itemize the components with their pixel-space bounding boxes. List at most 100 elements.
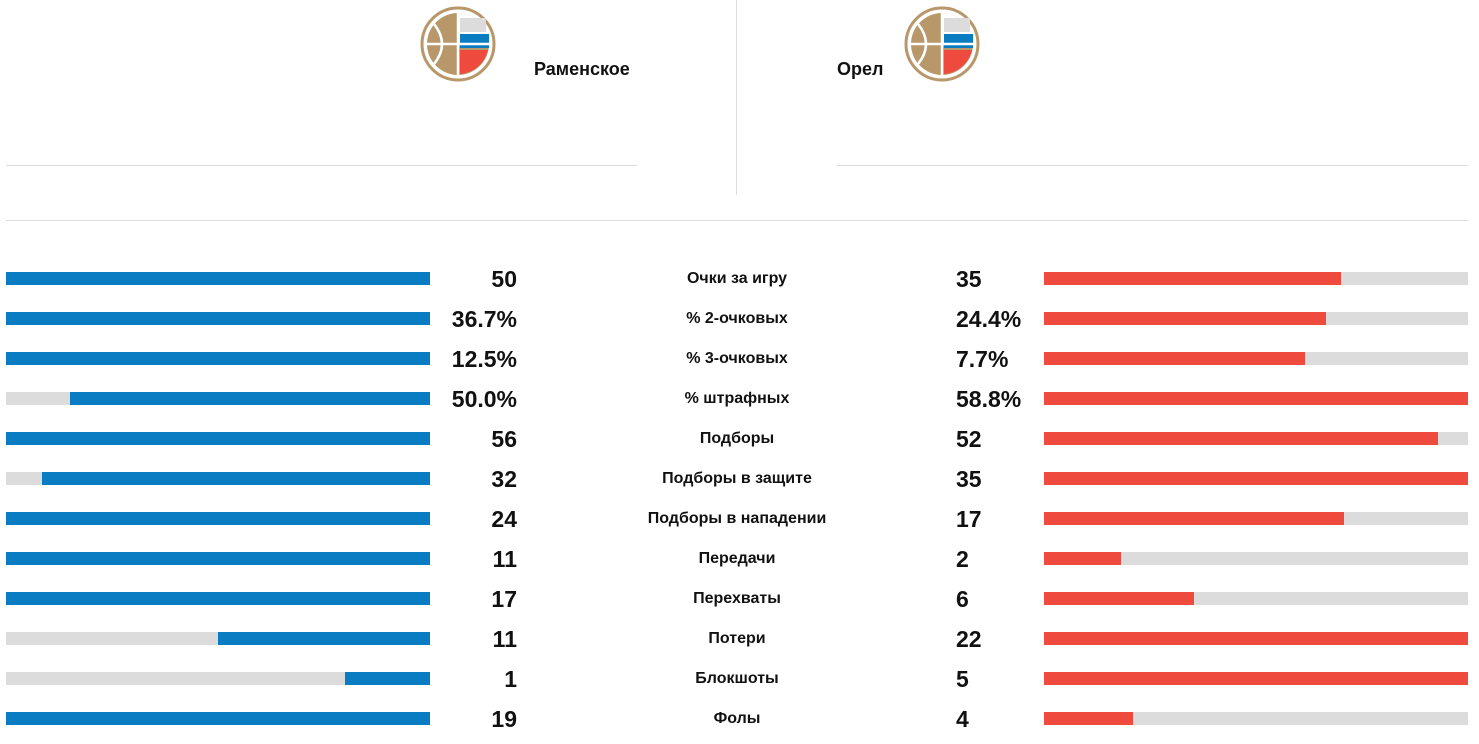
stat-row: 32 Подборы в защите 35: [0, 459, 1479, 499]
stat-label: Подборы: [699, 430, 775, 447]
home-stat-value: 50: [491, 266, 517, 292]
home-stat-bar: [6, 632, 430, 645]
away-stat-value: 35: [956, 466, 982, 492]
home-stat-bar-fill: [218, 632, 430, 645]
stat-row: 17 Перехваты 6: [0, 579, 1479, 619]
away-stat-bar-fill: [1044, 552, 1122, 565]
away-team[interactable]: Орел: [837, 0, 1468, 166]
stat-label: % 2-очковых: [686, 310, 788, 327]
stat-row: 56 Подборы 52: [0, 419, 1479, 459]
stat-row: 36.7% % 2-очковых 24.4%: [0, 299, 1479, 339]
home-stat-bar: [6, 432, 430, 445]
away-stat-bar-fill: [1044, 512, 1345, 525]
away-team-logo-icon: [904, 6, 980, 82]
stat-label: Блокшоты: [695, 670, 779, 687]
home-stat-bar: [6, 272, 430, 285]
home-stat-value: 19: [491, 706, 517, 732]
away-stat-value: 24.4%: [956, 306, 1022, 332]
away-stat-bar-fill: [1044, 632, 1468, 645]
away-stat-bar: [1044, 472, 1468, 485]
home-stat-bar-fill: [6, 512, 430, 525]
away-stat-bar: [1044, 592, 1468, 605]
away-stat-value: 17: [956, 506, 982, 532]
away-team-name: Орел: [837, 59, 884, 79]
home-stat-bar-fill: [42, 472, 430, 485]
away-stat-value: 52: [956, 426, 982, 452]
away-stat-bar-fill: [1044, 312, 1326, 325]
home-stat-bar: [6, 672, 430, 685]
home-stat-bar: [6, 352, 430, 365]
home-stat-value: 17: [491, 586, 517, 612]
away-stat-bar: [1044, 312, 1468, 325]
away-stat-bar: [1044, 712, 1468, 725]
away-stat-bar-fill: [1044, 672, 1468, 685]
home-stat-value: 24: [491, 506, 517, 532]
away-stat-value: 22: [956, 626, 982, 652]
stat-label: Передачи: [698, 550, 776, 567]
header-divider: [736, 0, 737, 195]
away-stat-value: 58.8%: [956, 386, 1022, 412]
home-team-logo-icon: [420, 6, 496, 82]
home-stat-bar: [6, 512, 430, 525]
stat-label: Перехваты: [693, 590, 781, 607]
stat-row: 11 Потери 22: [0, 619, 1479, 659]
stat-row: 50 Очки за игру 35: [0, 259, 1479, 299]
stat-row: 19 Фолы 4: [0, 699, 1479, 739]
home-stat-bar: [6, 312, 430, 325]
home-stat-value: 32: [491, 466, 517, 492]
stat-label: Подборы в защите: [662, 470, 812, 487]
away-stat-value: 7.7%: [956, 346, 1009, 372]
home-stat-bar-fill: [6, 432, 430, 445]
away-stat-value: 4: [956, 706, 969, 732]
home-stat-bar-fill: [345, 672, 430, 685]
stat-row: 24 Подборы в нападении 17: [0, 499, 1479, 539]
away-stat-bar: [1044, 392, 1468, 405]
home-stat-bar-fill: [6, 352, 430, 365]
stat-label: Подборы в нападении: [647, 510, 827, 527]
away-stat-value: 6: [956, 586, 969, 612]
stat-row: 11 Передачи 2: [0, 539, 1479, 579]
away-stat-bar: [1044, 272, 1468, 285]
home-stat-value: 56: [491, 426, 517, 452]
away-stat-value: 2: [956, 546, 969, 572]
stat-row: 12.5% % 3-очковых 7.7%: [0, 339, 1479, 379]
away-stat-bar-fill: [1044, 712, 1134, 725]
stat-label: Потери: [708, 630, 766, 647]
home-stat-value: 11: [492, 626, 517, 652]
away-stat-bar-fill: [1044, 432, 1438, 445]
home-stat-bar-fill: [6, 312, 430, 325]
match-header: Раменское Орел: [0, 0, 1479, 222]
away-stat-bar: [1044, 432, 1468, 445]
home-team[interactable]: Раменское: [6, 0, 637, 166]
home-stat-bar: [6, 712, 430, 725]
away-stat-bar: [1044, 552, 1468, 565]
away-stat-value: 35: [956, 266, 982, 292]
home-stat-bar: [6, 552, 430, 565]
home-stat-bar-fill: [69, 392, 430, 405]
section-divider: [6, 220, 1468, 221]
home-stat-bar: [6, 592, 430, 605]
home-stat-bar-fill: [6, 592, 430, 605]
home-stat-value: 36.7%: [451, 306, 517, 332]
away-stat-bar: [1044, 512, 1468, 525]
home-stat-bar-fill: [6, 272, 430, 285]
stat-row: 1 Блокшоты 5: [0, 659, 1479, 699]
away-stat-bar-fill: [1044, 592, 1194, 605]
stat-label: Очки за игру: [686, 270, 788, 287]
home-stat-bar-fill: [6, 552, 430, 565]
away-stat-bar-fill: [1044, 272, 1341, 285]
away-stat-bar-fill: [1044, 352, 1306, 365]
stat-label: % 3-очковых: [686, 350, 788, 367]
away-stat-bar-fill: [1044, 392, 1468, 405]
home-stat-value: 1: [504, 666, 517, 692]
home-stat-value: 12.5%: [451, 346, 517, 372]
stat-label: Фолы: [713, 710, 761, 727]
away-stat-value: 5: [956, 666, 969, 692]
home-stat-value: 11: [492, 546, 517, 572]
home-stat-bar: [6, 472, 430, 485]
stat-row: 50.0% % штрафных 58.8%: [0, 379, 1479, 419]
home-stat-value: 50.0%: [451, 386, 517, 412]
away-stat-bar: [1044, 672, 1468, 685]
home-stat-bar: [6, 392, 430, 405]
home-stat-bar-fill: [6, 712, 430, 725]
